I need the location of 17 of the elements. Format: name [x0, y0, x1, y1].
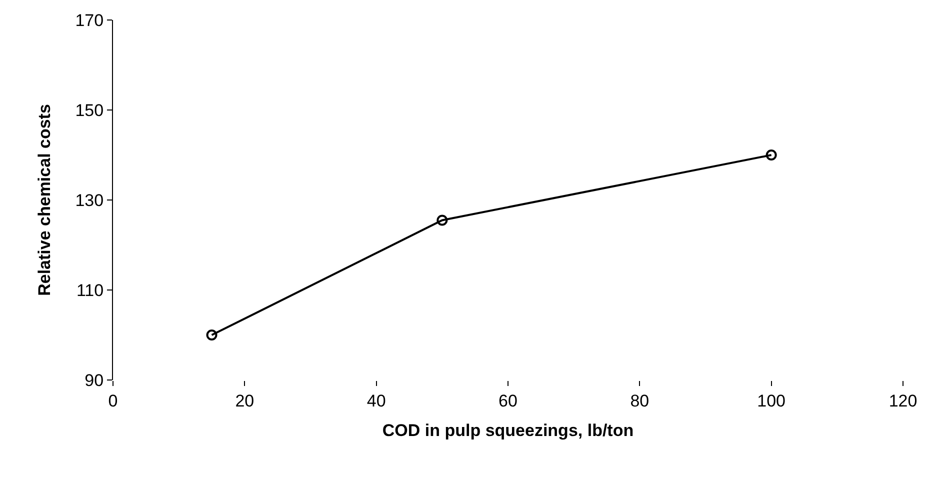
x-tick-label: 40: [366, 391, 386, 410]
point: [206, 330, 218, 340]
point: [766, 150, 777, 160]
x-tick-label: 0: [108, 391, 118, 410]
x-axis-title: COD in pulp squeezings, lb/ton: [382, 420, 634, 440]
y-tick-label: 170: [75, 10, 104, 30]
x-tick-label: 80: [630, 391, 650, 410]
x-tick-label: 20: [235, 391, 254, 410]
y-tick-label: 150: [75, 100, 104, 120]
x-tick-label: 120: [888, 391, 918, 410]
point: [436, 214, 448, 226]
y-axis-title: Relative chemical costs: [34, 104, 54, 296]
x-tick-label: 100: [757, 391, 786, 410]
y-tick-label: 110: [76, 280, 104, 300]
y-tick-label: 130: [75, 190, 104, 210]
y-tick-label: 90: [84, 370, 104, 390]
x-tick-label: 60: [498, 391, 518, 410]
